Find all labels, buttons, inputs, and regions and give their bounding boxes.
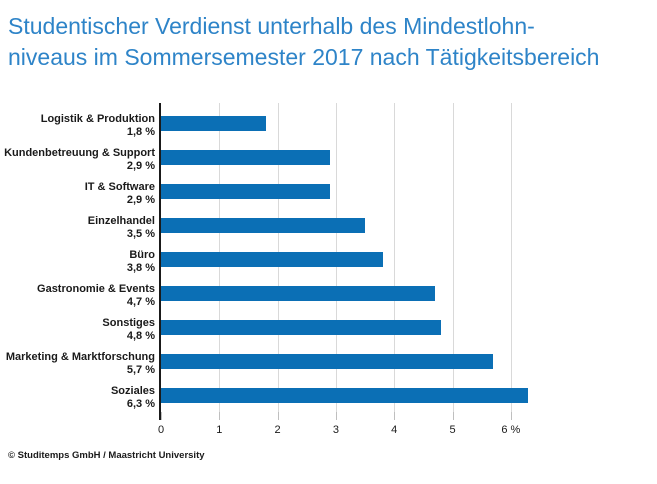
axis-tick [394,412,396,420]
bar [161,286,435,301]
bar [161,388,529,403]
category-label-group: Sonstiges 4,8 % [0,317,155,343]
axis-tick [335,412,337,420]
category-label-group: Büro 3,8 % [0,249,155,275]
gridline [394,103,396,412]
category-label: Logistik & Produktion [40,113,155,125]
gridline [510,103,512,412]
axis-tick-label: 2 [274,424,281,436]
category-label: Büro [129,249,155,261]
axis-tick-label: 0 [157,424,165,436]
axis-tick-label: 1 [216,424,223,436]
bar [161,320,441,335]
category-label-group: Marketing & Marktforschung 5,7 % [0,351,155,377]
bar [161,252,383,267]
category-value: 2,9 % [126,160,155,172]
chart-title-line1: Studentischer Verdienst unterhalb des Mi… [8,13,535,39]
category-label: Kundenbetreuung & Support [4,147,155,159]
category-label-group: Einzelhandel 3,5 % [0,215,155,241]
axis-tick [277,412,279,420]
bar [161,218,366,233]
category-labels: Logistik & Produktion 1,8 % Kundenbetreuun… [0,103,155,412]
axis-tick-label: 6 % [501,424,521,436]
category-value: 4,7 % [126,296,155,308]
axis-tick [161,412,162,420]
category-value: 6,3 % [126,398,155,410]
category-value: 5,7 % [126,364,155,376]
source-credit: © Studitemps GmbH / Maastricht Universit… [8,450,205,461]
category-value: 2,9 % [126,194,155,206]
x-axis: 0 1 2 3 4 5 6 % [157,424,581,440]
gridline [452,103,454,412]
bar [161,184,331,199]
category-value: 3,5 % [126,228,155,240]
chart-title: Studentischer Verdienst unterhalb des Mi… [8,11,599,73]
category-label-group: Logistik & Produktion 1,8 % [0,113,155,139]
axis-tick-label: 5 [449,424,456,436]
axis-tick-label: 4 [391,424,398,436]
bar [161,150,331,165]
category-label: IT & Software [84,181,155,193]
category-label-group: Kundenbetreuung & Support 2,9 % [0,147,155,173]
category-label-group: IT & Software 2,9 % [0,181,155,207]
category-label: Marketing & Marktforschung [5,351,155,363]
category-label-group: Soziales 6,3 % [0,385,155,411]
axis-tick [452,412,454,420]
axis-tick [219,412,221,420]
bar [161,354,494,369]
axis-tick-label: 3 [332,424,339,436]
category-value: 1,8 % [126,126,155,138]
category-label: Sonstiges [102,317,155,329]
plot-area [159,103,541,420]
category-value: 3,8 % [126,262,155,274]
axis-tick [510,412,512,420]
bar [161,116,266,131]
chart-title-line2: niveaus im Sommersemester 2017 nach Täti… [8,44,600,70]
category-label: Einzelhandel [87,215,155,227]
bar-chart: Logistik & Produktion 1,8 % Kundenbetreuun… [0,103,657,443]
category-value: 4,8 % [126,330,155,342]
category-label: Gastronomie & Events [37,283,155,295]
y-axis-line [159,103,161,420]
category-label-group: Gastronomie & Events 4,7 % [0,283,155,309]
category-label: Soziales [110,385,155,397]
